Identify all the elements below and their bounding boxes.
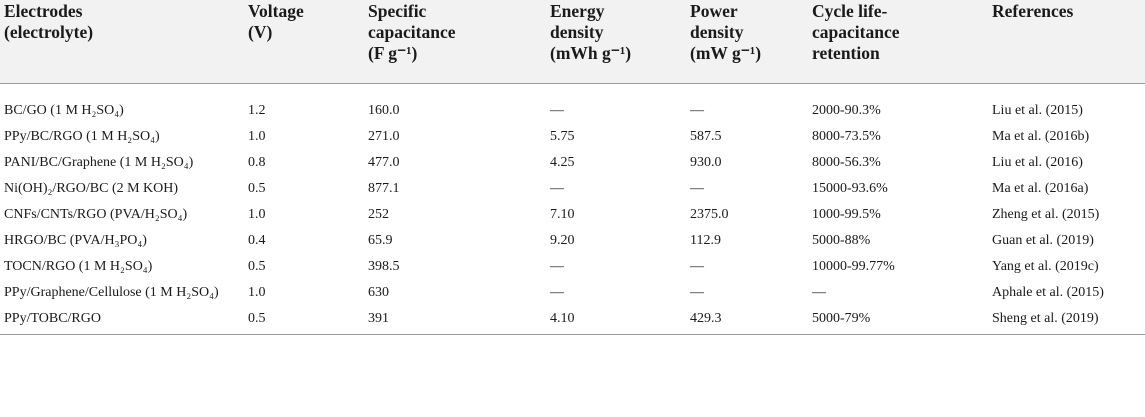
cell-voltage: 0.5 bbox=[248, 259, 266, 274]
cell-reference: Ma et al. (2016b) bbox=[992, 129, 1090, 144]
cell-reference: Liu et al. (2016) bbox=[992, 155, 1083, 170]
cell-electrodes: PPy/Graphene/Cellulose (1 M H₂SO₄) bbox=[4, 285, 219, 300]
table-row: PPy/BC/RGO (1 M H₂SO₄) 1.0 271.0 5.75 58… bbox=[0, 124, 1145, 150]
header-power-density: Power density (mW g⁻¹) bbox=[686, 0, 808, 84]
cell-voltage: 0.8 bbox=[248, 155, 266, 170]
cell-cycle-life: 2000-90.3% bbox=[812, 103, 881, 118]
cell-specific-capacitance: 252 bbox=[368, 207, 389, 222]
cell-reference: Aphale et al. (2015) bbox=[992, 285, 1104, 300]
cell-power-density: 2375.0 bbox=[690, 207, 729, 222]
table-row: PPy/TOBC/RGO 0.5 391 4.10 429.3 5000-79%… bbox=[0, 306, 1145, 335]
cell-energy-density: — bbox=[550, 285, 564, 300]
header-electrodes: Electrodes (electrolyte) bbox=[0, 0, 244, 84]
cell-specific-capacitance: 477.0 bbox=[368, 155, 400, 170]
header-voltage: Voltage (V) bbox=[244, 0, 364, 84]
cell-specific-capacitance: 391 bbox=[364, 306, 546, 335]
table-row: Ni(OH)₂/RGO/BC (2 M KOH) 0.5 877.1 — — 1… bbox=[0, 176, 1145, 202]
supercapacitor-comparison-table: Electrodes (electrolyte) Voltage (V) Spe… bbox=[0, 0, 1145, 335]
cell-electrodes: Ni(OH)₂/RGO/BC (2 M KOH) bbox=[4, 181, 179, 196]
cell-specific-capacitance: 65.9 bbox=[368, 233, 393, 248]
table-row: PPy/Graphene/Cellulose (1 M H₂SO₄) 1.0 6… bbox=[0, 280, 1145, 306]
header-cycle-life: Cycle life- capacitance retention bbox=[808, 0, 988, 84]
cell-cycle-life: 5000-79% bbox=[808, 306, 988, 335]
cell-reference: Sheng et al. (2019) bbox=[988, 306, 1145, 335]
cell-electrodes: CNFs/CNTs/RGO (PVA/H₂SO₄) bbox=[4, 207, 188, 222]
cell-cycle-life: 15000-93.6% bbox=[812, 181, 888, 196]
cell-electrodes: PANI/BC/Graphene (1 M H₂SO₄) bbox=[4, 155, 194, 170]
cell-power-density: — bbox=[690, 103, 704, 118]
table-row: TOCN/RGO (1 M H₂SO₄) 0.5 398.5 — — 10000… bbox=[0, 254, 1145, 280]
cell-cycle-life: 10000-99.77% bbox=[812, 259, 895, 274]
cell-electrodes: HRGO/BC (PVA/H₃PO₄) bbox=[4, 233, 147, 248]
cell-energy-density: 7.10 bbox=[550, 207, 575, 222]
cell-power-density: — bbox=[690, 285, 704, 300]
cell-voltage: 0.5 bbox=[248, 181, 266, 196]
cell-specific-capacitance: 398.5 bbox=[368, 259, 400, 274]
cell-energy-density: — bbox=[550, 259, 564, 274]
cell-power-density: — bbox=[690, 259, 704, 274]
cell-electrodes: PPy/TOBC/RGO bbox=[0, 306, 244, 335]
header-row: Electrodes (electrolyte) Voltage (V) Spe… bbox=[0, 0, 1145, 84]
cell-specific-capacitance: 877.1 bbox=[368, 181, 400, 196]
cell-reference: Ma et al. (2016a) bbox=[992, 181, 1089, 196]
cell-energy-density: 9.20 bbox=[550, 233, 575, 248]
cell-power-density: 587.5 bbox=[690, 129, 722, 144]
cell-reference: Guan et al. (2019) bbox=[992, 233, 1094, 248]
cell-voltage: 1.0 bbox=[248, 129, 266, 144]
cell-cycle-life: 8000-73.5% bbox=[812, 129, 881, 144]
cell-reference: Liu et al. (2015) bbox=[992, 103, 1083, 118]
cell-energy-density: — bbox=[550, 181, 564, 196]
table-row: BC/GO (1 M H₂SO₄) 1.2 160.0 — — 2000-90.… bbox=[0, 84, 1145, 125]
cell-energy-density: 4.10 bbox=[546, 306, 686, 335]
cell-electrodes: BC/GO (1 M H₂SO₄) bbox=[4, 103, 124, 118]
cell-energy-density: 5.75 bbox=[550, 129, 575, 144]
cell-power-density: 930.0 bbox=[690, 155, 722, 170]
cell-reference: Zheng et al. (2015) bbox=[992, 207, 1100, 222]
header-references: References bbox=[988, 0, 1145, 84]
cell-reference: Yang et al. (2019c) bbox=[992, 259, 1099, 274]
table-row: CNFs/CNTs/RGO (PVA/H₂SO₄) 1.0 252 7.10 2… bbox=[0, 202, 1145, 228]
cell-voltage: 1.2 bbox=[248, 103, 266, 118]
cell-electrodes: TOCN/RGO (1 M H₂SO₄) bbox=[4, 259, 153, 274]
cell-voltage: 0.4 bbox=[248, 233, 266, 248]
cell-electrodes: PPy/BC/RGO (1 M H₂SO₄) bbox=[4, 129, 160, 144]
cell-cycle-life: 1000-99.5% bbox=[812, 207, 881, 222]
cell-voltage: 1.0 bbox=[248, 285, 266, 300]
cell-specific-capacitance: 160.0 bbox=[368, 103, 400, 118]
cell-energy-density: 4.25 bbox=[550, 155, 575, 170]
header-energy-density: Energy density (mWh g⁻¹) bbox=[546, 0, 686, 84]
table-row: PANI/BC/Graphene (1 M H₂SO₄) 0.8 477.0 4… bbox=[0, 150, 1145, 176]
cell-cycle-life: — bbox=[812, 285, 826, 300]
cell-specific-capacitance: 271.0 bbox=[368, 129, 400, 144]
cell-cycle-life: 8000-56.3% bbox=[812, 155, 881, 170]
cell-specific-capacitance: 630 bbox=[368, 285, 389, 300]
cell-power-density: — bbox=[690, 181, 704, 196]
cell-cycle-life: 5000-88% bbox=[812, 233, 871, 248]
header-specific-capacitance: Specific capacitance (F g⁻¹) bbox=[364, 0, 546, 84]
cell-power-density: 429.3 bbox=[686, 306, 808, 335]
cell-voltage: 0.5 bbox=[244, 306, 364, 335]
cell-power-density: 112.9 bbox=[690, 233, 721, 248]
cell-energy-density: — bbox=[550, 103, 564, 118]
table-row: HRGO/BC (PVA/H₃PO₄) 0.4 65.9 9.20 112.9 … bbox=[0, 228, 1145, 254]
cell-voltage: 1.0 bbox=[248, 207, 266, 222]
